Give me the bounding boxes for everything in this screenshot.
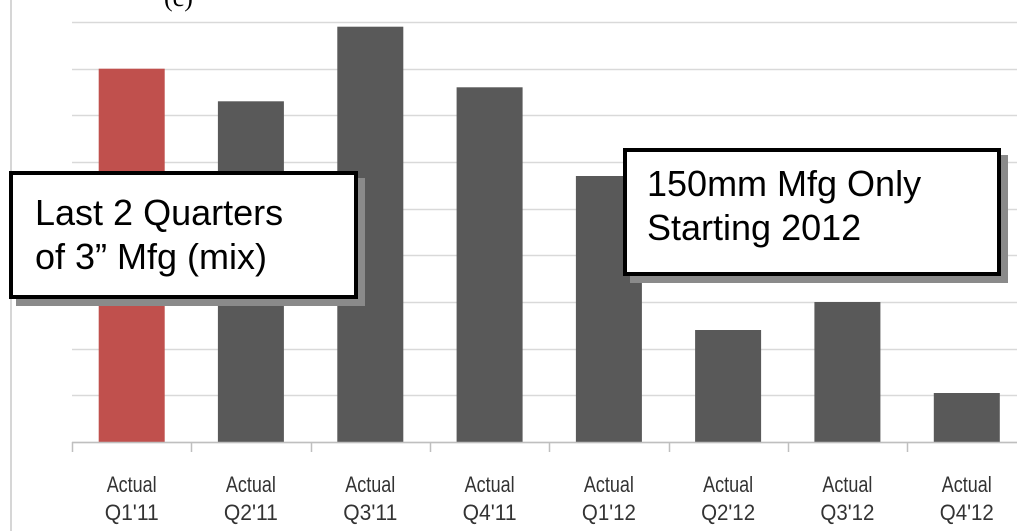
- title-fragment: (c): [164, 0, 193, 12]
- bar-Q312: [814, 302, 881, 442]
- annotation-line: of 3” Mfg (mix): [35, 236, 268, 277]
- x-tick-labels: Actual Q1'11 Actual Q2'11 Actual Q3'11 Actual Q…: [105, 472, 994, 525]
- x-tick-label: Actual Q4'12: [940, 472, 994, 525]
- bar-Q412: [933, 393, 1000, 442]
- annotation-box-3inch-mfg: Last 2 Quarters of 3” Mfg (mix): [9, 171, 358, 299]
- bar-Q411: [456, 87, 523, 443]
- x-tick-label: Actual Q2'11: [224, 472, 278, 525]
- annotation-box-150mm-mfg: 150mm Mfg Only Starting 2012: [623, 148, 1001, 276]
- x-tick-label: Actual Q1'12: [582, 472, 636, 525]
- x-tick-label: Actual Q1'11: [105, 472, 159, 525]
- annotation-line: Last 2 Quarters: [35, 192, 284, 233]
- x-tick-label: Actual Q2'12: [701, 472, 755, 525]
- annotation-line: 150mm Mfg Only: [647, 163, 922, 204]
- x-tick-label: Actual Q4'11: [463, 472, 517, 525]
- x-tick-label: Actual Q3'11: [343, 472, 397, 525]
- x-tick-label: Actual Q3'12: [820, 472, 874, 525]
- annotation-line: Starting 2012: [647, 207, 862, 248]
- bar-Q212: [695, 330, 762, 442]
